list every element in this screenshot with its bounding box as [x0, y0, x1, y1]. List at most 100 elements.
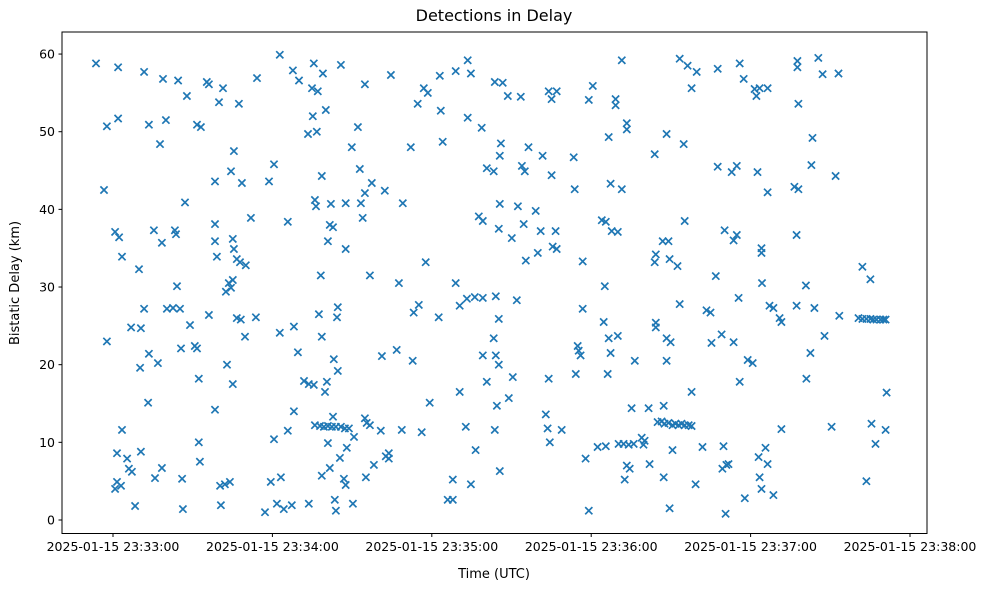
scatter-point [228, 234, 238, 244]
scatter-point [240, 332, 250, 341]
chart-title: Detections in Delay [416, 6, 573, 25]
scatter-point [229, 146, 239, 156]
scatter-point [519, 219, 528, 229]
scatter-point [600, 281, 610, 291]
scatter-point [180, 198, 190, 207]
scatter-point [879, 315, 888, 324]
scatter-point [438, 137, 447, 147]
scatter-point [322, 377, 332, 387]
scatter-point [384, 454, 394, 463]
scatter-point [318, 69, 328, 78]
scatter-point [139, 67, 149, 77]
scatter-point [455, 387, 464, 397]
scatter-point [112, 448, 122, 458]
scatter-point [717, 330, 726, 339]
scatter-point [320, 387, 330, 397]
scatter-point [498, 78, 507, 88]
scatter-point [659, 401, 668, 411]
scatter-point [601, 441, 611, 451]
scatter-point [417, 427, 426, 437]
scatter-point [333, 366, 343, 376]
scatter-point [752, 91, 761, 101]
scatter-point [721, 509, 730, 519]
scatter-point [331, 506, 341, 515]
scatter-point [644, 403, 653, 413]
scatter-point [520, 167, 530, 176]
scatter-point [664, 236, 673, 246]
scatter-point [662, 129, 671, 139]
scatter-point [113, 114, 123, 123]
scatter-point [757, 278, 767, 288]
scatter-point [494, 314, 504, 324]
scatter-point [235, 257, 245, 267]
scatter-point [625, 464, 634, 473]
scatter-point [492, 401, 502, 411]
scatter-point [601, 217, 611, 227]
scatter-point [569, 153, 578, 162]
scatter-point [309, 59, 319, 68]
scatter-point [325, 463, 335, 473]
scatter-point [143, 398, 153, 407]
scatter-point [814, 53, 823, 63]
scatter-point [517, 161, 527, 171]
scatter-point [348, 499, 358, 508]
scatter-point [793, 63, 802, 72]
scatter-point [729, 337, 738, 347]
scatter-point [551, 226, 560, 236]
scatter-point [252, 73, 262, 83]
scatter-point [707, 338, 716, 348]
scatter-point [283, 217, 293, 227]
scatter-point [339, 474, 349, 484]
scatter-point [377, 351, 387, 361]
scatter-point [210, 405, 220, 414]
scatter-point [834, 69, 843, 78]
scatter-point [195, 457, 205, 466]
scatter-point [210, 219, 220, 229]
scatter-point [210, 177, 220, 186]
scatter-point [763, 459, 772, 469]
scatter-point [316, 271, 326, 280]
scatter-point [323, 438, 333, 448]
scatter-point [491, 351, 501, 360]
scatter-point [757, 248, 766, 258]
scatter-point [490, 425, 500, 435]
x-tick-label: 2025-01-15 23:36:00 [525, 539, 658, 554]
scatter-point [308, 111, 318, 121]
scatter-point [365, 420, 375, 430]
scatter-point [185, 320, 195, 330]
scatter-point [155, 139, 165, 149]
scatter-point [680, 216, 689, 226]
scatter-point [871, 439, 880, 449]
scatter-point [158, 74, 168, 84]
scatter-point [482, 377, 492, 387]
scatter-point [178, 504, 188, 514]
scatter-point [495, 199, 505, 209]
scatter-point [406, 142, 416, 152]
scatter-point [222, 360, 232, 369]
scatter-point [110, 227, 120, 237]
scatter-point [513, 202, 523, 211]
scatter-point [241, 261, 251, 270]
scatter-point [547, 170, 556, 180]
scatter-point [881, 315, 890, 324]
scatter-point [620, 475, 629, 484]
scatter-point [734, 293, 743, 303]
scatter-point [503, 91, 513, 101]
scatter-point [496, 139, 506, 148]
scatter-point [342, 443, 352, 453]
y-tick-label: 50 [39, 124, 55, 139]
scatter-point [299, 376, 309, 386]
scatter-point [451, 66, 460, 76]
scatter-point [713, 64, 722, 74]
scatter-point [820, 331, 829, 341]
scatter-point [435, 71, 445, 81]
scatter-point [139, 304, 149, 314]
scatter-point [739, 74, 748, 84]
scatter-point [665, 254, 674, 264]
scatter-point [225, 477, 235, 487]
scatter-point [421, 257, 430, 267]
scatter-point [794, 184, 803, 194]
scatter-point [414, 300, 424, 310]
scatter-point [448, 495, 458, 505]
scatter-point [323, 236, 333, 246]
